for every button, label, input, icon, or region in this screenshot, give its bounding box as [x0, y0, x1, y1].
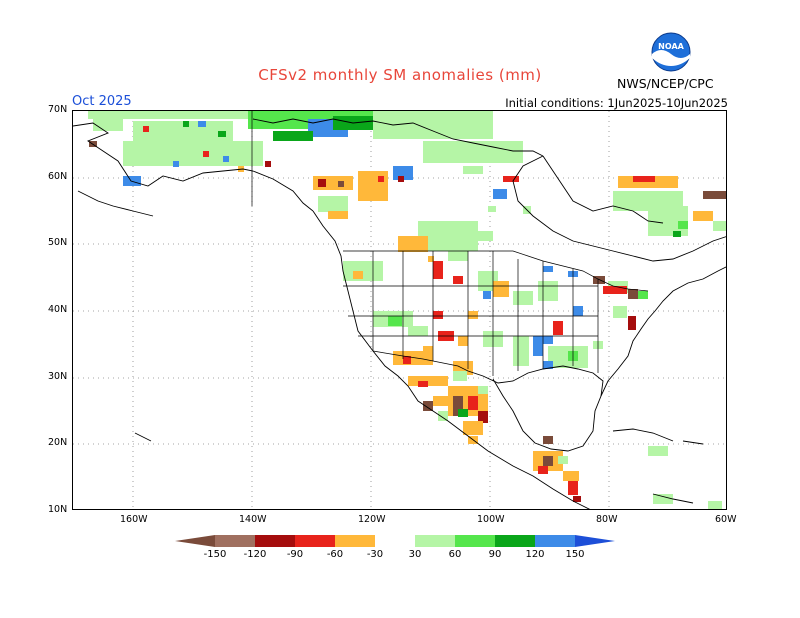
- legend-tick: -90: [287, 549, 303, 560]
- legend-tick: -120: [244, 549, 267, 560]
- lon-label: 140W: [239, 514, 267, 525]
- legend-swatch: [495, 535, 535, 547]
- lat-label: 60N: [48, 171, 68, 182]
- anomaly-map: [72, 110, 727, 510]
- legend-arrow-left: [175, 535, 215, 547]
- legend-swatch: [295, 535, 335, 547]
- lat-label: 30N: [48, 371, 68, 382]
- legend-swatch: [535, 535, 575, 547]
- legend-swatch: [335, 535, 375, 547]
- legend-tick: -30: [367, 549, 383, 560]
- agency-label: NWS/NCEP/CPC: [617, 76, 714, 91]
- initial-conditions: Initial conditions: 1Jun2025-10Jun2025: [505, 96, 728, 110]
- lat-label: 40N: [48, 304, 68, 315]
- map-title: CFSv2 monthly SM anomalies (mm): [258, 66, 542, 84]
- lat-label: 20N: [48, 437, 68, 448]
- legend-swatch: [455, 535, 495, 547]
- forecast-month: Oct 2025: [72, 94, 132, 109]
- legend-swatch: [255, 535, 295, 547]
- legend-tick: 90: [489, 549, 502, 560]
- legend-swatch: [215, 535, 255, 547]
- anomaly-cells: [88, 111, 726, 509]
- legend-tick: 120: [525, 549, 544, 560]
- color-bar: -150 -120 -90 -60 -30 30 60 90 120 150: [175, 535, 615, 560]
- legend-tick: 60: [449, 549, 462, 560]
- coastlines: [73, 118, 726, 509]
- legend-arrow-right: [575, 535, 615, 547]
- lon-label: 100W: [477, 514, 505, 525]
- noaa-logo: NOAA: [651, 32, 691, 72]
- legend-tick: -150: [204, 549, 227, 560]
- legend-tick: 30: [409, 549, 422, 560]
- legend-tick: -60: [327, 549, 343, 560]
- logo-text: NOAA: [658, 42, 684, 51]
- lon-label: 80W: [596, 514, 618, 525]
- lat-label: 50N: [48, 237, 68, 248]
- legend-tick: 150: [565, 549, 584, 560]
- legend-swatch: [415, 535, 455, 547]
- lon-label: 160W: [120, 514, 148, 525]
- lon-label: 60W: [715, 514, 737, 525]
- borders: [251, 111, 649, 376]
- lon-label: 120W: [358, 514, 386, 525]
- map-canvas: [73, 111, 726, 509]
- lat-label: 70N: [48, 104, 68, 115]
- lat-label: 10N: [48, 504, 68, 515]
- legend-swatch: [375, 535, 415, 547]
- color-bar-legend: -150 -120 -90 -60 -30 30 60 90 120 150: [175, 533, 630, 567]
